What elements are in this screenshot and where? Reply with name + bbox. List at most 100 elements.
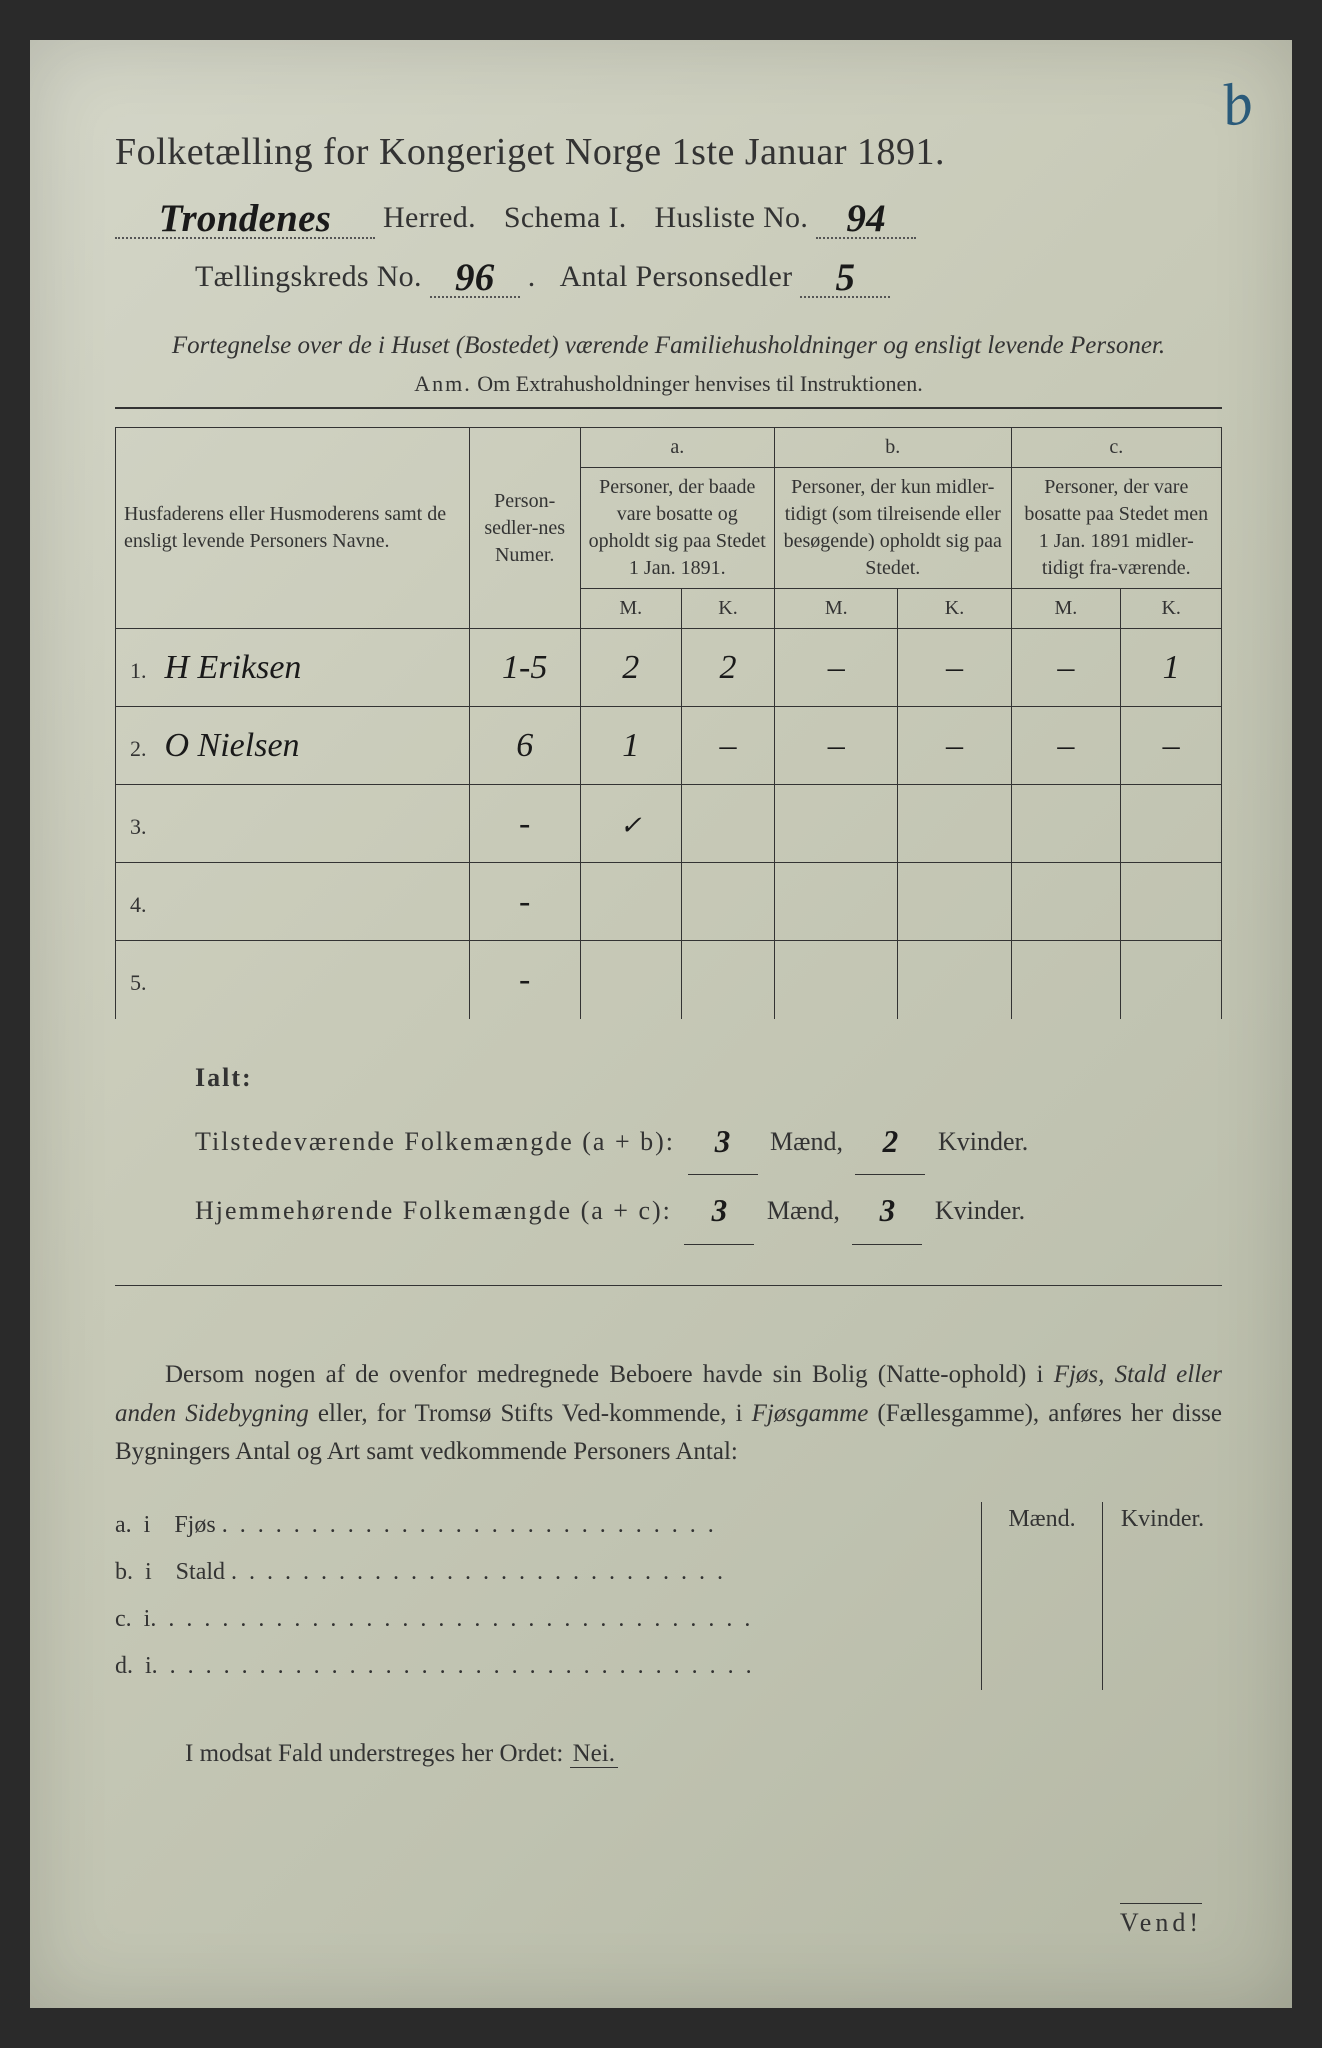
side-row: d. i. . . . . . . . . . . . . . . . . . …: [115, 1643, 961, 1690]
corner-handwritten-mark: b: [1216, 68, 1258, 141]
maend-label: Mænd,: [770, 1127, 843, 1156]
cell-a-k: [682, 785, 775, 863]
cell-name: 3.: [116, 785, 470, 863]
kreds-label: Tællingskreds No.: [195, 260, 422, 294]
th-name: Husfaderens eller Husmoderens samt de en…: [116, 428, 470, 629]
cell-b-k: [898, 863, 1011, 941]
vend-label: Vend!: [1120, 1903, 1202, 1938]
th-b-k: K.: [898, 589, 1011, 629]
ialt-line2-k-field: 3: [852, 1175, 922, 1245]
herred-field: Trondenes: [115, 192, 375, 239]
husliste-value: 94: [846, 197, 886, 240]
header-row-2: Tællingskreds No. 96 . Antal Personsedle…: [195, 251, 1222, 298]
side-building-cols: Mænd. Kvinder.: [981, 1502, 1222, 1690]
anm-note: Anm. Om Extrahusholdninger henvises til …: [115, 371, 1222, 409]
row-index: 3.: [130, 814, 156, 840]
cell-a-k: [682, 863, 775, 941]
th-b-label: b.: [775, 428, 1011, 468]
ialt-line1-k-field: 2: [855, 1106, 925, 1176]
table-row: 2. O Nielsen 6 1 – – – – –: [116, 707, 1222, 785]
sb-label: Stald: [176, 1559, 225, 1585]
side-building-paragraph: Dersom nogen af de ovenfor medregnede Be…: [115, 1356, 1222, 1472]
cell-a-k: –: [682, 707, 775, 785]
maend-label: Mænd,: [767, 1196, 840, 1225]
cell-a-k: [682, 941, 775, 1019]
ialt-line1-label: Tilstedeværende Folkemængde (a + b):: [195, 1127, 675, 1156]
ialt-line2-m-field: 3: [684, 1175, 754, 1245]
row-index: 2.: [130, 736, 156, 762]
th-b-m: M.: [775, 589, 898, 629]
cell-num: 1-5: [469, 629, 580, 707]
th-num: Person-sedler-nes Numer.: [469, 428, 580, 629]
nei-word: Nei.: [570, 1740, 618, 1768]
sb-maend-col: Mænd.: [982, 1502, 1102, 1690]
anm-prefix: Anm.: [414, 371, 472, 396]
cell-b-k: –: [898, 707, 1011, 785]
row-index: 4.: [130, 892, 156, 918]
sb-kvinder-col: Kvinder.: [1102, 1502, 1222, 1690]
cell-c-m: [1011, 941, 1121, 1019]
cell-c-k: [1121, 863, 1222, 941]
herred-value: Trondenes: [159, 197, 331, 240]
cell-b-k: [898, 941, 1011, 1019]
row-name: H Eriksen: [165, 649, 302, 686]
cell-b-m: [775, 941, 898, 1019]
cell-b-m: –: [775, 707, 898, 785]
cell-c-m: –: [1011, 707, 1121, 785]
th-a-k: K.: [682, 589, 775, 629]
cell-c-k: [1121, 785, 1222, 863]
ialt-line-1: Tilstedeværende Folkemængde (a + b): 3 M…: [195, 1106, 1222, 1176]
header-row-1: Trondenes Herred. Schema I. Husliste No.…: [115, 192, 1222, 239]
table-row: 3. - ✓: [116, 785, 1222, 863]
cell-a-m: 2: [580, 629, 682, 707]
cell-c-m: [1011, 785, 1121, 863]
side-row: b. i Stald . . . . . . . . . . . . . . .…: [115, 1549, 961, 1596]
side-building-list: a. i Fjøs . . . . . . . . . . . . . . . …: [115, 1502, 961, 1690]
cell-num: 6: [469, 707, 580, 785]
kreds-value: 96: [455, 256, 495, 299]
sb-i: i: [145, 1653, 152, 1679]
table-row: 4. -: [116, 863, 1222, 941]
th-a: Personer, der baade vare bosatte og opho…: [580, 468, 775, 589]
row-index: 5.: [130, 970, 156, 996]
kvinder-label: Kvinder.: [938, 1127, 1028, 1156]
sb-i: i: [145, 1559, 152, 1585]
cell-c-k: 1: [1121, 629, 1222, 707]
page-frame: b Folketælling for Kongeriget Norge 1ste…: [0, 0, 1322, 2048]
ialt-label: Ialt:: [195, 1049, 1222, 1106]
totals-block: Ialt: Tilstedeværende Folkemængde (a + b…: [195, 1049, 1222, 1245]
cell-a-m: 1: [580, 707, 682, 785]
dots: . . . . . . . . . . . . . . . . . . . . …: [231, 1559, 726, 1585]
husliste-label: Husliste No.: [655, 201, 809, 235]
cell-name: 5.: [116, 941, 470, 1019]
cell-c-m: [1011, 863, 1121, 941]
th-c-m: M.: [1011, 589, 1121, 629]
personsedler-value: 5: [836, 256, 856, 299]
table-body: 1. H Eriksen 1-5 2 2 – – – 1 2. O Nielse…: [116, 629, 1222, 1019]
table-row: 1. H Eriksen 1-5 2 2 – – – 1: [116, 629, 1222, 707]
cell-b-k: –: [898, 629, 1011, 707]
cell-b-m: [775, 863, 898, 941]
cell-a-m: ✓: [580, 785, 682, 863]
th-c-label: c.: [1011, 428, 1221, 468]
cell-c-k: –: [1121, 707, 1222, 785]
herred-label: Herred.: [383, 201, 476, 235]
subtitle: Fortegnelse over de i Huset (Bostedet) v…: [115, 328, 1222, 363]
sb-i: i: [144, 1512, 151, 1538]
row-index: 1.: [130, 658, 156, 684]
cell-c-k: [1121, 941, 1222, 1019]
th-b: Personer, der kun midler-tidigt (som til…: [775, 468, 1011, 589]
cell-b-k: [898, 785, 1011, 863]
personsedler-field: 5: [800, 251, 890, 298]
cell-name: 1. H Eriksen: [116, 629, 470, 707]
sb-label: Fjøs: [174, 1512, 215, 1538]
nei-text: I modsat Fald understreges her Ordet:: [185, 1740, 563, 1767]
cell-c-m: –: [1011, 629, 1121, 707]
sb-key: c.: [115, 1606, 132, 1632]
cell-num: -: [469, 863, 580, 941]
row-name: O Nielsen: [165, 727, 300, 764]
kreds-field: 96: [430, 251, 520, 298]
ialt-line2-m: 3: [712, 1193, 728, 1228]
schema-label: Schema I.: [504, 201, 627, 235]
personsedler-label: Antal Personsedler: [560, 260, 793, 294]
